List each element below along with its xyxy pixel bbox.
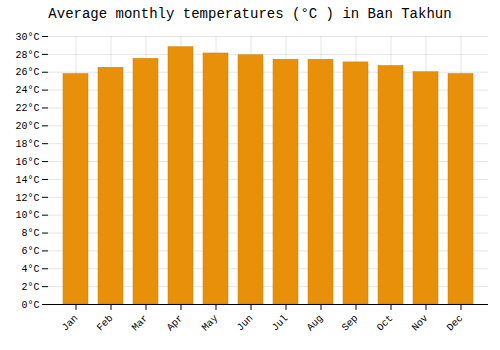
svg-text:Jan: Jan xyxy=(60,313,81,334)
svg-text:14°C: 14°C xyxy=(15,175,39,186)
svg-text:10°C: 10°C xyxy=(15,210,39,221)
html-text:Average monthly temperatures (: Average monthly temperatures (°C ) in Ba… xyxy=(48,6,452,22)
svg-text:24°C: 24°C xyxy=(15,85,39,96)
svg-text:Oct: Oct xyxy=(375,313,396,334)
svg-text:Sep: Sep xyxy=(340,313,361,334)
svg-text:22°C: 22°C xyxy=(15,103,39,114)
svg-text:26°C: 26°C xyxy=(15,67,39,78)
svg-text:20°C: 20°C xyxy=(15,121,39,132)
svg-text:0°C: 0°C xyxy=(21,300,39,311)
svg-text:30°C: 30°C xyxy=(15,32,39,43)
svg-text:6°C: 6°C xyxy=(21,246,39,257)
svg-text:28°C: 28°C xyxy=(15,50,39,61)
svg-text:Jul: Jul xyxy=(270,313,291,334)
svg-text:Mar: Mar xyxy=(130,313,151,334)
svg-text:May: May xyxy=(200,313,221,334)
svg-text:12°C: 12°C xyxy=(15,193,39,204)
svg-text:Feb: Feb xyxy=(95,313,116,334)
svg-text:4°C: 4°C xyxy=(21,264,39,275)
svg-text:8°C: 8°C xyxy=(21,228,39,239)
svg-text:Apr: Apr xyxy=(165,313,186,334)
svg-text:Jun: Jun xyxy=(235,313,256,334)
svg-text:Dec: Dec xyxy=(445,313,466,334)
svg-text:Aug: Aug xyxy=(305,313,326,334)
svg-text:Nov: Nov xyxy=(410,313,431,334)
svg-text:2°C: 2°C xyxy=(21,282,39,293)
svg-text:16°C: 16°C xyxy=(15,157,39,168)
svg-text:18°C: 18°C xyxy=(15,139,39,150)
